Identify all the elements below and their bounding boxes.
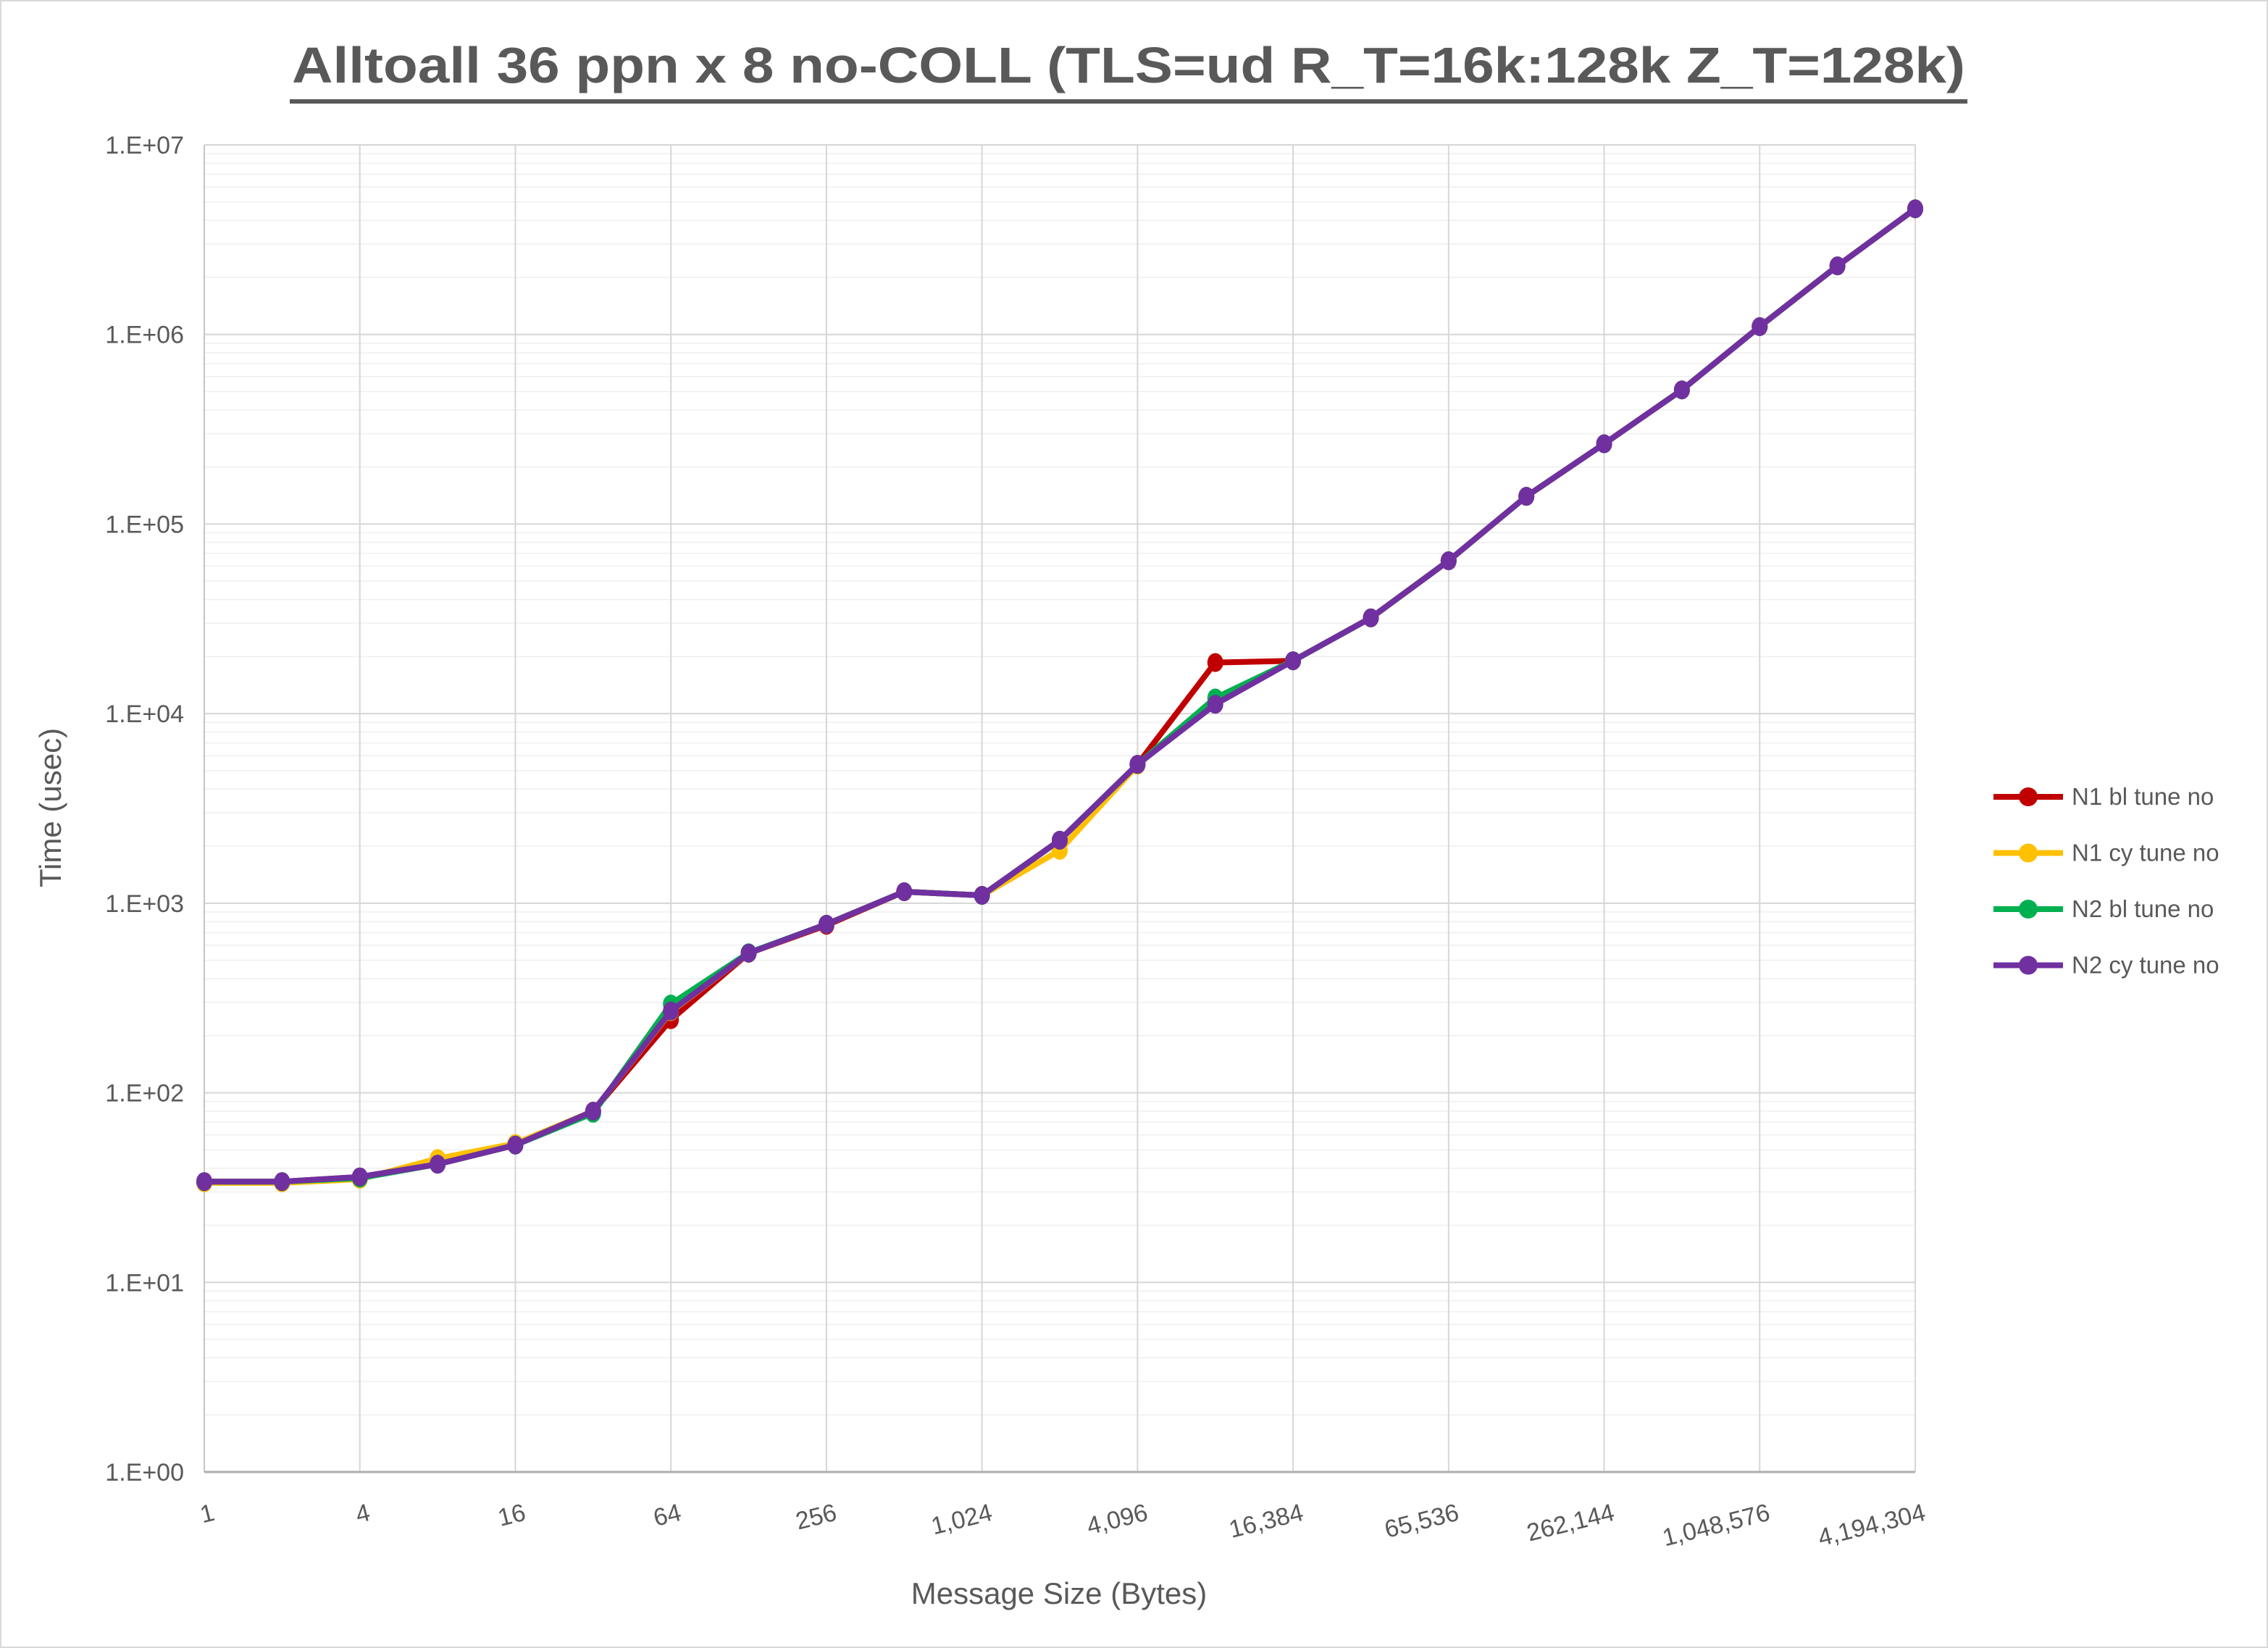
x-tick-label: 4	[353, 1499, 373, 1528]
x-tick-label: 64	[650, 1499, 684, 1532]
legend-point-marker	[2019, 843, 2038, 863]
x-tick-label: 4,194,304	[1815, 1499, 1928, 1552]
data-point-n2-cy-tune-no	[507, 1135, 524, 1155]
data-point-n2-cy-tune-no	[1129, 755, 1146, 774]
data-point-n2-cy-tune-no	[351, 1167, 368, 1187]
x-tick-label: 4,096	[1084, 1499, 1151, 1540]
gridlines	[204, 144, 1916, 1473]
legend-label: N2 bl tune no	[2072, 895, 2214, 922]
data-point-n2-cy-tune-no	[1596, 434, 1612, 453]
y-tick-label: 1.E+05	[105, 511, 184, 538]
data-point-n2-cy-tune-no	[1829, 256, 1846, 276]
series-line-n1-cy-tune-no	[201, 206, 1918, 1186]
axis-ticks: 1.E+00 1.E+01 1.E+02 1.E+03 1.E+04 1.E+05 1.E+…	[105, 132, 1928, 1552]
x-tick-label: 1,024	[929, 1499, 995, 1540]
x-tick-label: 262,144	[1524, 1499, 1617, 1547]
y-tick-label: 1.E+03	[105, 890, 184, 918]
data-point-n2-cy-tune-no	[1907, 199, 1923, 219]
legend-point-marker	[2019, 787, 2038, 806]
data-point-n2-cy-tune-no	[1440, 551, 1457, 571]
legend-item-n1-bl-tune-no: N1 bl tune no	[1993, 783, 2214, 810]
y-tick-label: 1.E+02	[105, 1080, 184, 1108]
chart-title: Alltoall 36 ppn x 8 no-COLL (TLS=ud R_T=…	[292, 37, 1965, 93]
x-tick-label: 1	[197, 1499, 217, 1528]
data-point-n2-cy-tune-no	[1285, 651, 1302, 671]
data-point-n2-cy-tune-no	[974, 886, 990, 905]
data-series	[196, 199, 1923, 1192]
x-tick-label: 256	[793, 1499, 840, 1536]
data-point-n2-cy-tune-no	[1518, 487, 1535, 506]
x-tick-label: 16,384	[1226, 1499, 1306, 1544]
x-axis-title: Message Size (Bytes)	[911, 1576, 1207, 1610]
data-point-n2-cy-tune-no	[274, 1172, 290, 1192]
legend-label: N2 cy tune no	[2072, 952, 2219, 979]
data-point-n2-cy-tune-no	[663, 1001, 679, 1021]
legend: N1 bl tune no N1 cy tune no N2 bl tune no N…	[1993, 783, 2219, 979]
y-tick-label: 1.E+06	[105, 322, 184, 349]
y-tick-label: 1.E+01	[105, 1269, 184, 1297]
x-tick-label: 1,048,576	[1660, 1499, 1773, 1552]
legend-item-n2-bl-tune-no: N2 bl tune no	[1993, 895, 2214, 922]
legend-point-marker	[2019, 955, 2038, 975]
data-point-n2-cy-tune-no	[196, 1172, 212, 1192]
legend-item-n2-cy-tune-no: N2 cy tune no	[1993, 952, 2219, 979]
data-point-n2-cy-tune-no	[1673, 380, 1690, 400]
y-tick-label: 1.E+07	[105, 132, 184, 159]
y-tick-label: 1.E+00	[105, 1459, 184, 1486]
x-tick-label: 16	[495, 1499, 528, 1532]
data-point-n2-cy-tune-no	[740, 943, 757, 963]
x-tick-label: 65,536	[1382, 1499, 1462, 1544]
legend-label: N1 cy tune no	[2072, 840, 2219, 866]
data-point-n2-cy-tune-no	[1752, 317, 1768, 336]
y-axis-title: Time (usec)	[33, 728, 67, 887]
data-point-n2-cy-tune-no	[896, 882, 913, 901]
data-point-n2-cy-tune-no	[1363, 608, 1379, 627]
data-point-n2-cy-tune-no	[1052, 830, 1068, 850]
data-point-n2-cy-tune-no	[1207, 695, 1223, 714]
data-point-n2-cy-tune-no	[585, 1101, 601, 1121]
data-point-n2-cy-tune-no	[818, 914, 834, 934]
data-point-n2-cy-tune-no	[430, 1155, 446, 1174]
legend-item-n1-cy-tune-no: N1 cy tune no	[1993, 840, 2219, 866]
data-point-n1-bl-tune-no	[1207, 653, 1223, 672]
legend-label: N1 bl tune no	[2072, 783, 2214, 810]
y-tick-label: 1.E+04	[105, 700, 184, 728]
legend-point-marker	[2019, 900, 2038, 919]
